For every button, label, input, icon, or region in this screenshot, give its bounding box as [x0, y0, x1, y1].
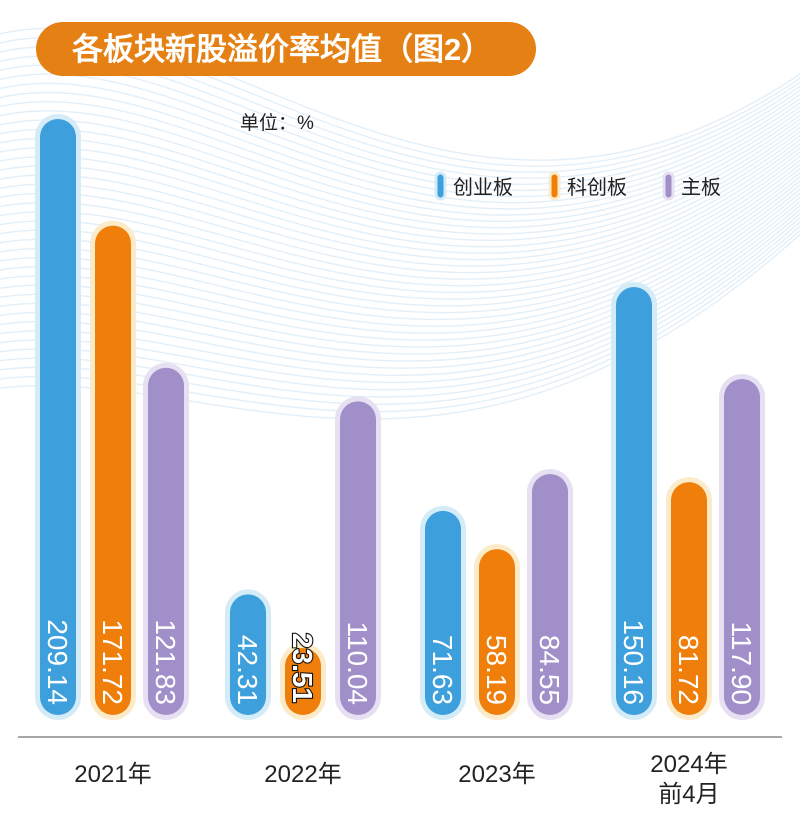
bar-value-label: 81.72	[673, 635, 704, 705]
wave-line	[0, 122, 800, 235]
wave-line	[0, 82, 800, 198]
legend-swatch	[548, 171, 561, 201]
bar-value-label: 171.72	[97, 619, 128, 705]
bar	[532, 474, 568, 715]
bar	[95, 225, 131, 715]
bar-value-label: 110.04	[342, 621, 373, 705]
unit-label: 单位：%	[240, 112, 314, 134]
bar-value-label: 58.19	[481, 635, 512, 705]
bar-value-label: 84.55	[534, 635, 565, 705]
x-axis-label: 2023年	[458, 761, 535, 788]
bar	[724, 378, 760, 715]
bar-value-label: 71.63	[427, 635, 458, 705]
bar-value-label: 23.51	[287, 633, 318, 703]
bar-value-label: 117.90	[726, 621, 757, 705]
bar-value-label: 150.16	[618, 619, 649, 705]
bar-value-label: 121.83	[150, 619, 181, 705]
wave-line	[0, 73, 800, 192]
bar-value-label: 42.31	[232, 635, 263, 705]
x-axis-label: 2022年	[264, 761, 341, 788]
legend-label: 创业板	[453, 176, 513, 199]
bar	[616, 287, 652, 715]
legend: 创业板 科创板 主板	[434, 171, 721, 201]
legend-swatch	[662, 171, 675, 201]
bar	[479, 549, 515, 715]
legend-label: 主板	[681, 176, 721, 199]
wave-line	[0, 126, 800, 242]
legend-label: 科创板	[567, 176, 627, 199]
bar	[425, 510, 461, 715]
x-axis-label: 前4月	[658, 781, 719, 808]
title-banner	[36, 22, 536, 76]
bar	[40, 118, 76, 716]
bar	[285, 647, 321, 715]
bar	[230, 594, 266, 715]
bar-value-label: 209.14	[42, 619, 73, 705]
x-axis-label: 2024年	[650, 751, 727, 778]
bar	[148, 367, 184, 715]
x-axis-label: 2021年	[74, 761, 151, 788]
chart-title: 各板块新股溢价率均值（图2）	[71, 32, 492, 67]
bar	[671, 482, 707, 715]
bars: 209.14 171.72 121.83 42.31 23.51 110.04 71.63 5…	[35, 113, 765, 721]
bar	[340, 401, 376, 715]
legend-swatch	[434, 171, 447, 201]
